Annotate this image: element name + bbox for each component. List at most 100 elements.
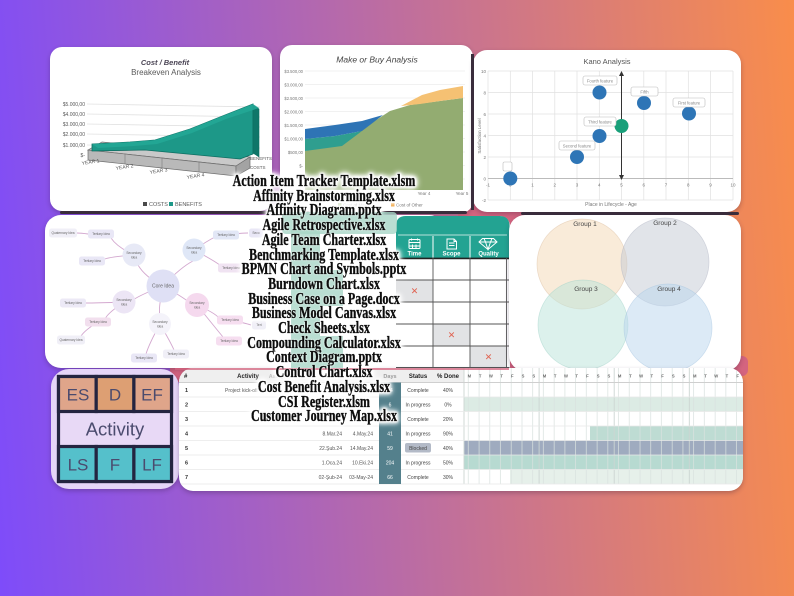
svg-text:Activity: Activity bbox=[86, 419, 145, 440]
svg-text:Group 4: Group 4 bbox=[657, 286, 681, 293]
svg-text:LS: LS bbox=[68, 456, 89, 475]
svg-text:3: 3 bbox=[576, 183, 579, 188]
svg-text:Activity: Activity bbox=[237, 374, 259, 380]
svg-text:T: T bbox=[554, 374, 557, 379]
svg-text:Tertiary Idea: Tertiary Idea bbox=[135, 356, 153, 360]
svg-text:8: 8 bbox=[483, 91, 486, 96]
svg-text:M: M bbox=[543, 374, 547, 379]
svg-text:66: 66 bbox=[387, 475, 393, 481]
svg-text:Group 1: Group 1 bbox=[573, 221, 597, 228]
svg-text:2: 2 bbox=[483, 155, 486, 160]
svg-text:Second feature: Second feature bbox=[563, 144, 592, 149]
svg-text:59: 59 bbox=[387, 446, 393, 452]
svg-text:Complete: Complete bbox=[407, 388, 429, 394]
svg-text:YEAR 1: YEAR 1 bbox=[81, 158, 100, 167]
svg-text:1: 1 bbox=[185, 388, 188, 394]
svg-text:Place in Lifecycle - Age: Place in Lifecycle - Age bbox=[585, 202, 637, 208]
svg-text:40%: 40% bbox=[443, 446, 454, 452]
svg-text:YEAR 3: YEAR 3 bbox=[149, 167, 168, 176]
svg-text:Year 2: Year 2 bbox=[342, 191, 355, 196]
svg-text:Secondary: Secondary bbox=[126, 251, 142, 255]
svg-text:Core Idea: Core Idea bbox=[152, 284, 174, 290]
svg-text:S: S bbox=[532, 374, 535, 379]
svg-text:Blocked: Blocked bbox=[409, 446, 427, 452]
svg-text:Idea: Idea bbox=[157, 324, 163, 328]
svg-text:Tertiary Idea: Tertiary Idea bbox=[220, 339, 238, 343]
svg-text:T: T bbox=[575, 374, 578, 379]
svg-text:Tertiary Idea: Tertiary Idea bbox=[222, 266, 240, 270]
svg-text:204: 204 bbox=[386, 460, 395, 466]
svg-text:7: 7 bbox=[185, 475, 188, 481]
svg-text:F: F bbox=[736, 374, 739, 379]
svg-text:F: F bbox=[511, 374, 514, 379]
svg-text:02-Şub-24: 02-Şub-24 bbox=[319, 475, 343, 481]
svg-text:Secondary: Secondary bbox=[186, 246, 202, 250]
svg-text:Idea: Idea bbox=[191, 250, 197, 254]
svg-text:✕: ✕ bbox=[485, 352, 493, 362]
svg-text:W: W bbox=[564, 374, 568, 379]
svg-text:Tertiary Idea: Tertiary Idea bbox=[64, 301, 82, 305]
svg-text:F: F bbox=[586, 374, 589, 379]
svg-text:10: 10 bbox=[481, 69, 487, 74]
svg-text:F: F bbox=[110, 456, 120, 475]
svg-text:Cost of Other: Cost of Other bbox=[396, 203, 423, 208]
svg-text:S: S bbox=[522, 374, 525, 379]
svg-text:✕: ✕ bbox=[411, 286, 419, 296]
svg-text:3: 3 bbox=[185, 417, 188, 423]
svg-text:D: D bbox=[109, 386, 121, 405]
svg-text:41: 41 bbox=[387, 431, 393, 437]
svg-text:LF: LF bbox=[142, 456, 162, 475]
svg-text:40%: 40% bbox=[443, 388, 454, 394]
svg-text:$3.500,00: $3.500,00 bbox=[284, 69, 303, 74]
svg-text:In progress: In progress bbox=[405, 402, 431, 408]
svg-text:9: 9 bbox=[709, 183, 712, 188]
svg-text:First feature: First feature bbox=[678, 101, 701, 106]
svg-text:Idea: Idea bbox=[131, 255, 137, 259]
svg-text:10.Eki.24: 10.Eki.24 bbox=[352, 460, 373, 466]
svg-text:M: M bbox=[693, 374, 697, 379]
svg-text:S: S bbox=[597, 374, 600, 379]
svg-text:$2.000,00: $2.000,00 bbox=[284, 110, 303, 115]
svg-text:6: 6 bbox=[389, 402, 392, 408]
svg-text:Complete: Complete bbox=[407, 417, 429, 423]
svg-text:6: 6 bbox=[483, 112, 486, 117]
svg-text:4: 4 bbox=[185, 431, 189, 437]
svg-text:Tert: Tert bbox=[256, 323, 261, 327]
svg-text:M: M bbox=[468, 374, 472, 379]
svg-text:4: 4 bbox=[483, 134, 486, 139]
svg-text:T: T bbox=[726, 374, 729, 379]
svg-text:Project kick-off and pla: Project kick-off and pla bbox=[225, 388, 276, 394]
svg-text:M: M bbox=[618, 374, 622, 379]
svg-text:Cost of Make: Cost of Make bbox=[343, 203, 370, 208]
svg-text:50%: 50% bbox=[443, 460, 454, 466]
svg-text:Breakeven Analysis: Breakeven Analysis bbox=[131, 68, 201, 77]
svg-text:COSTS: COSTS bbox=[149, 202, 168, 208]
svg-text:$4.000,00: $4.000,00 bbox=[63, 112, 85, 118]
svg-text:Idea: Idea bbox=[194, 305, 200, 309]
svg-text:W: W bbox=[489, 374, 493, 379]
svg-text:$5.000,00: $5.000,00 bbox=[63, 102, 85, 108]
svg-text:Secondary: Secondary bbox=[152, 320, 168, 324]
svg-text:20%: 20% bbox=[443, 417, 454, 423]
svg-text:6: 6 bbox=[643, 183, 646, 188]
svg-text:% Done: % Done bbox=[437, 374, 460, 380]
svg-text:7: 7 bbox=[665, 183, 668, 188]
svg-text:-1: -1 bbox=[486, 183, 490, 188]
svg-text:COSTS: COSTS bbox=[250, 165, 266, 170]
svg-text:Days: Days bbox=[383, 374, 396, 380]
svg-text:In progress: In progress bbox=[405, 431, 431, 437]
svg-text:Make or Buy Analysis: Make or Buy Analysis bbox=[336, 55, 418, 65]
svg-text:BENEFITS: BENEFITS bbox=[250, 156, 272, 161]
svg-text:$2.500,00: $2.500,00 bbox=[284, 96, 303, 101]
svg-text:10: 10 bbox=[730, 183, 736, 188]
svg-text:Year 3: Year 3 bbox=[380, 191, 393, 196]
svg-text:Kano Analysis: Kano Analysis bbox=[583, 57, 630, 66]
svg-text:T: T bbox=[629, 374, 632, 379]
svg-text:Quaternary Idea: Quaternary Idea bbox=[59, 338, 82, 342]
svg-text:$3.000,00: $3.000,00 bbox=[63, 122, 85, 128]
svg-text:8: 8 bbox=[687, 183, 690, 188]
svg-text:4.May.24: 4.May.24 bbox=[353, 431, 373, 437]
svg-text:Year 1: Year 1 bbox=[304, 191, 317, 196]
svg-text:14.May.24: 14.May.24 bbox=[350, 446, 373, 452]
svg-text:6: 6 bbox=[185, 460, 188, 466]
